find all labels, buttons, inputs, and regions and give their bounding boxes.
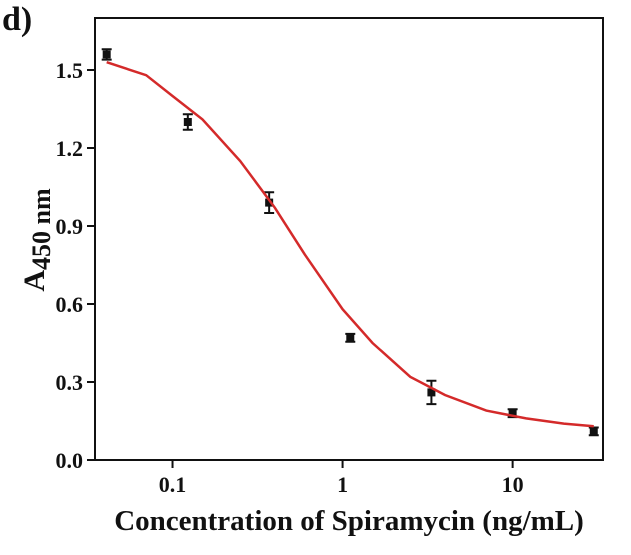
- data-point: [183, 118, 192, 126]
- y-tick-label: 0.9: [56, 214, 84, 239]
- y-tick-label: 0.3: [56, 370, 84, 395]
- data-point: [427, 388, 436, 397]
- y-axis-label: A450 nm: [18, 188, 56, 292]
- y-tick-label: 1.5: [56, 58, 84, 83]
- y-axis-label-main: A: [18, 270, 51, 292]
- x-tick-label: 0.1: [159, 472, 187, 497]
- x-axis-label: Concentration of Spiramycin (ng/mL): [114, 505, 584, 537]
- y-axis-label-sub: 450 nm: [27, 188, 56, 270]
- data-point: [589, 427, 598, 436]
- panel-label: d): [2, 1, 32, 38]
- y-tick-label: 1.2: [56, 136, 84, 161]
- y-tick-label: 0.6: [56, 292, 84, 317]
- fit-curve: [106, 61, 594, 428]
- y-tick-label: 0.0: [56, 448, 84, 473]
- data-point: [265, 198, 274, 207]
- data-point: [102, 50, 111, 59]
- data-point: [508, 409, 517, 418]
- x-tick-label: 1: [337, 472, 348, 497]
- data-point: [346, 333, 355, 342]
- plot-frame: [94, 17, 604, 461]
- x-tick-label: 10: [502, 472, 524, 497]
